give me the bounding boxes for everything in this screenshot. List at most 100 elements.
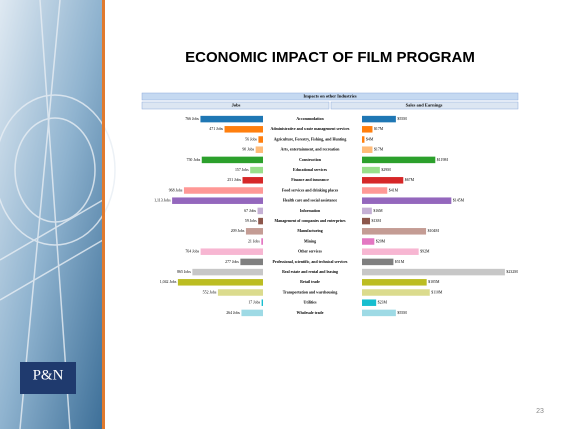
category-label: Finance and insurance [291, 178, 329, 182]
value-label: $51M [395, 260, 405, 264]
value-label: $41M [389, 188, 399, 192]
category-label: Management of companies and enterprises [274, 219, 346, 223]
page-number: 23 [536, 408, 544, 415]
bar [258, 217, 263, 225]
value-label: 21 Jobs [248, 239, 260, 243]
series-name: Sales and Earnings [406, 103, 443, 108]
category-label: Mining [304, 239, 316, 243]
value-label: 59 Jobs [245, 219, 257, 223]
category-label: Transportation and warehousing [283, 290, 338, 294]
category-label: Administrative and waste management serv… [271, 127, 350, 131]
chart-header [141, 92, 519, 101]
value-label: 471 Jobs [209, 127, 223, 131]
bar [242, 177, 263, 184]
bar [250, 166, 263, 174]
bar [192, 268, 263, 276]
chart-title: Impacts on other Industries [303, 94, 357, 99]
value-label: 209 Jobs [231, 229, 245, 233]
category-label: Other services [298, 250, 322, 254]
value-label: $17M [374, 148, 384, 152]
bar [245, 228, 263, 235]
value-label: 552 Jobs [203, 290, 217, 294]
bar [362, 268, 505, 276]
bar [362, 289, 430, 296]
bar [240, 258, 263, 266]
bar [362, 146, 373, 153]
value-label: 1,113 Jobs [154, 199, 171, 204]
bar [362, 156, 436, 164]
bar [183, 187, 263, 194]
bar [201, 156, 263, 164]
bar [261, 299, 263, 306]
bar [362, 197, 452, 204]
bar [362, 166, 380, 174]
value-label: $104M [428, 229, 440, 233]
value-label: $20M [376, 239, 386, 243]
category-label: Construction [299, 158, 322, 162]
bar [261, 238, 263, 245]
value-label: 157 Jobs [235, 168, 249, 172]
value-label: 251 Jobs [227, 178, 241, 182]
bar [241, 309, 263, 317]
value-label: $145M [453, 199, 465, 203]
bar [362, 309, 396, 317]
category-label: Agriculture, Forestry, Fishing, and Hunt… [274, 137, 347, 141]
value-label: 277 Jobs [225, 260, 239, 264]
value-label: 968 Jobs [169, 188, 183, 192]
value-label: 1,042 Jobs [160, 280, 177, 285]
value-label: $92M [420, 250, 430, 254]
bar [362, 299, 377, 306]
value-label: $105M [428, 280, 440, 284]
value-label: $16M [373, 209, 383, 213]
category-label: Food services and drinking places [282, 188, 339, 192]
value-label: 264 Jobs [226, 311, 240, 315]
value-label: $29M [381, 168, 391, 172]
bar [217, 289, 263, 296]
bar [362, 279, 427, 286]
value-label: $110M [431, 290, 443, 294]
bar [258, 136, 263, 143]
bar [200, 115, 263, 123]
bar [362, 177, 404, 184]
value-label: $55M [397, 311, 407, 315]
category-label: Educational services [293, 168, 328, 172]
bar [224, 126, 263, 133]
bar [362, 248, 419, 255]
bar [362, 207, 372, 215]
category-label: Health care and social assistance [283, 199, 337, 203]
value-label: 67 Jobs [244, 209, 256, 213]
value-label: $13M [372, 219, 382, 223]
category-label: Accommodation [296, 117, 324, 121]
bar [362, 136, 365, 143]
value-label: $4M [366, 137, 374, 141]
bar [362, 258, 394, 266]
category-label: Information [300, 209, 321, 213]
category-label: Professional, scientific, and technical … [273, 260, 348, 264]
bar [177, 279, 263, 286]
bar [362, 126, 373, 133]
value-label: $119M [437, 158, 449, 162]
category-label: Manufacturing [297, 229, 322, 233]
value-label: $67M [405, 178, 415, 182]
value-label: 865 Jobs [177, 270, 191, 274]
background-photo [0, 0, 103, 429]
slide-title: ECONOMIC IMPACT OF FILM PROGRAM [185, 49, 475, 66]
bar [172, 197, 263, 204]
category-label: Arts, entertainment, and recreation [281, 148, 341, 152]
bar [257, 207, 263, 215]
bar [362, 115, 396, 123]
value-label: $55M [397, 117, 407, 121]
series-name: Jobs [232, 103, 241, 108]
jobs-header [141, 101, 330, 110]
bar [362, 217, 371, 225]
value-label: 17 Jobs [248, 301, 260, 305]
value-label: 90 Jobs [242, 148, 254, 152]
value-label: $17M [374, 127, 384, 131]
logo-box [20, 362, 76, 394]
logo: P&N [33, 367, 64, 383]
bar [362, 187, 388, 194]
value-label: 750 Jobs [187, 158, 201, 162]
category-label: Retail trade [300, 280, 320, 284]
bar [362, 238, 375, 245]
